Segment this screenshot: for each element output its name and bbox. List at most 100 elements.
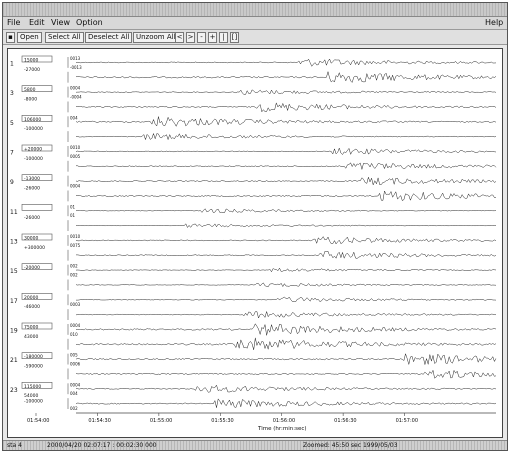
waveform-trace[interactable] (75, 176, 497, 186)
select-all-button[interactable]: Select All (45, 32, 84, 43)
trace-scale-max: 20000 (24, 295, 38, 301)
trace-amp-min: -0013 (70, 65, 82, 70)
waveform-trace[interactable] (75, 132, 497, 141)
open-button[interactable]: Open (17, 32, 42, 43)
waveform-trace[interactable] (75, 267, 497, 273)
waveform-trace[interactable] (75, 208, 497, 213)
zoom-in-button[interactable]: < (175, 32, 184, 43)
trace-scale-max: +20000 (24, 146, 42, 152)
menu-edit[interactable]: Edit (29, 18, 45, 27)
trace-amp-min: 002 (70, 406, 78, 411)
waveform-trace[interactable] (75, 398, 497, 408)
status-zoom: Zoomed: 45:50 sec 1999/05/03 (303, 442, 398, 449)
trace-label-plate (21, 144, 53, 152)
waveform-trace[interactable] (75, 323, 497, 336)
waveform-trace[interactable] (75, 223, 497, 228)
menu-option[interactable]: Option (76, 18, 103, 27)
seismogram-plot-area[interactable]: 1 15000 -27000 0013 -0013 3 5800 -8000 0004 -0004… (7, 48, 503, 438)
waveform-trace[interactable] (75, 310, 497, 319)
waveform-trace[interactable] (75, 89, 497, 95)
trace-label-plate (21, 55, 53, 63)
trace-scale-max: 106000 (24, 117, 41, 123)
trace-number: 5 (10, 120, 14, 127)
trace-amp-max: 0010 (70, 234, 81, 239)
trace-scale-max: -13000 (24, 176, 40, 182)
unzoom-all-button[interactable]: Unzoom All (133, 32, 179, 43)
trace-amp-min: 0004 (70, 184, 81, 189)
time-axis-tick-label: 01:57:00 (396, 418, 418, 424)
waveform-trace[interactable] (75, 190, 497, 201)
trace-amp-min: 0075 (70, 243, 81, 248)
waveform-trace[interactable] (75, 236, 497, 245)
waveform-trace[interactable] (75, 352, 497, 365)
pan-left-button[interactable]: - (197, 32, 206, 43)
trace-amp-min: -0004 (70, 95, 82, 100)
reset-button[interactable]: [] (230, 32, 239, 43)
pan-right-button[interactable]: + (208, 32, 217, 43)
trace-scale-max: 5800 (24, 87, 36, 93)
trace-label-plate (21, 174, 53, 181)
trace-label-plate (21, 85, 53, 92)
zoom-out-button[interactable]: > (186, 32, 195, 43)
waveform-trace[interactable] (75, 70, 497, 83)
trace-number: 15 (10, 268, 18, 275)
waveform-trace[interactable] (76, 251, 497, 259)
trace-label-plate (21, 204, 53, 211)
menu-view[interactable]: View (51, 18, 70, 27)
trace-scale-min: -26000 (24, 215, 40, 221)
waveform-trace[interactable] (76, 102, 497, 113)
time-axis-tick-label: 01:55:00 (150, 418, 172, 424)
waveform-trace[interactable] (75, 384, 497, 393)
time-axis-tick-label: 01:56:00 (273, 418, 295, 424)
waveform-trace[interactable] (76, 162, 497, 170)
trace-scale-max: -20000 (24, 265, 40, 271)
trace-scale-min: +300000 (24, 245, 45, 251)
trace-amp-max: 0013 (70, 56, 81, 61)
trace-label-plate (21, 263, 53, 270)
trace-scale-min: -8000 (24, 97, 37, 103)
time-axis-tick-label: 01:54:00 (27, 418, 49, 424)
trace-label-plate (21, 293, 53, 300)
waveform-trace[interactable] (75, 116, 497, 127)
trace-scale-max: 115000 (24, 384, 41, 390)
trace-amp-max: 005 (70, 353, 78, 358)
waveform-trace[interactable] (75, 282, 497, 288)
trace-amp-min: 01 (70, 213, 76, 218)
trace-amp-min: 0003 (70, 302, 81, 307)
trace-number: 7 (10, 149, 14, 156)
trace-amp-max: 0004 (70, 382, 81, 387)
title-bar[interactable] (3, 3, 507, 17)
trace-number: 23 (10, 387, 18, 394)
trace-amp-min: 0005 (70, 154, 81, 159)
status-time: 2000/04/20 02:07:17 : 00:02:30 000 (47, 442, 157, 449)
time-axis-tick-label: 01:56:30 (334, 418, 356, 424)
waveform-trace[interactable] (75, 58, 497, 67)
trace-scale-min: -590000 (24, 364, 43, 370)
trace-number: 11 (10, 209, 18, 216)
waveform-trace[interactable] (75, 369, 497, 379)
trace-amp-max: 004 (70, 115, 78, 120)
trace-label-plate (21, 352, 53, 359)
trace-amp-min: 0006 (70, 362, 81, 367)
waveform-trace[interactable] (75, 147, 497, 155)
menu-bar: File Edit View Option Help (3, 17, 507, 30)
trace-number: 19 (10, 327, 18, 334)
trace-scale-max: 15000 (24, 57, 38, 63)
trace-label-plate (21, 322, 53, 330)
menu-help[interactable]: Help (485, 18, 504, 27)
trace-number: 1 (10, 60, 14, 67)
toolbar: ▪ Open Select All Deselect All Unzoom Al… (3, 30, 507, 45)
trace-amp-max: 01 (70, 204, 76, 209)
trace-number: 21 (10, 357, 18, 364)
menu-file[interactable]: File (7, 18, 21, 27)
trace-scale-min: -27000 (24, 67, 40, 73)
waveform-trace[interactable] (75, 337, 497, 351)
status-station: sta 4 (7, 442, 22, 449)
toolbar-handle-icon: ▪ (6, 32, 15, 43)
trace-scale-max: 30000 (24, 235, 38, 241)
trace-scale-min: -100000 (24, 156, 43, 162)
fit-button[interactable]: | (219, 32, 228, 43)
deselect-all-button[interactable]: Deselect All (85, 32, 133, 43)
waveform-trace[interactable] (76, 296, 497, 302)
